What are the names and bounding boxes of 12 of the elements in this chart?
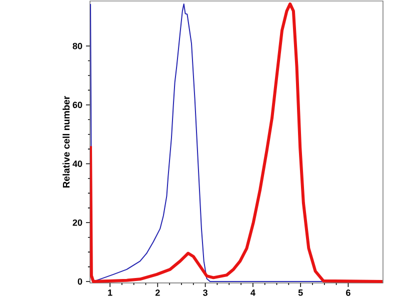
x-tick-label: 2 [155,290,160,296]
x-tick-label: 4 [250,290,256,296]
x-tick-label: 5 [298,290,303,296]
y-tick-label: 0 [78,278,82,285]
y-tick-label: 60 [72,102,82,108]
y-tick-label: 80 [72,42,82,50]
y-axis-title: Relative cell number [62,96,70,188]
x-tick-label: 3 [202,290,208,296]
y-tick-label: 40 [72,160,82,167]
x-tick-label: 6 [346,290,350,296]
x-tick-label: 1 [108,290,112,296]
y-tick-label: 20 [72,219,82,226]
